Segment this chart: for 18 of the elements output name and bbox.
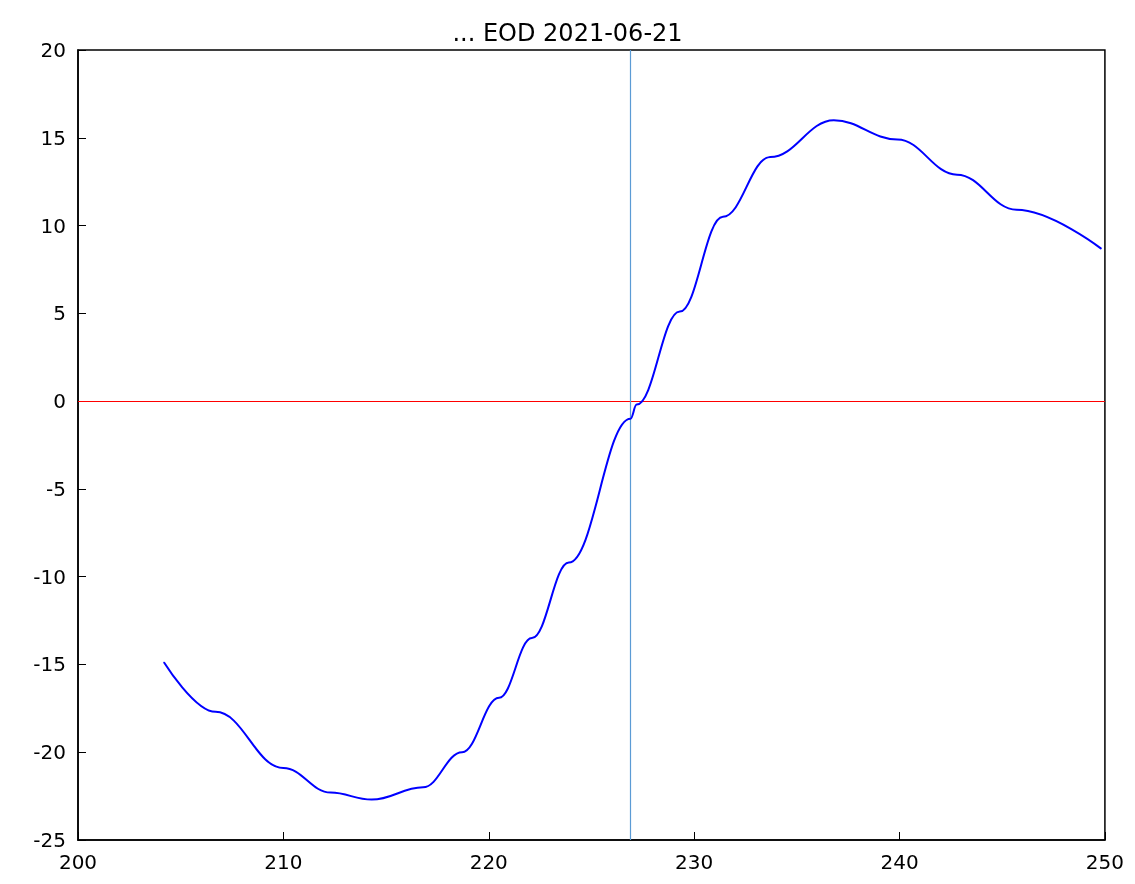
y-tick-label: 5	[53, 301, 66, 326]
y-tick-label: -5	[46, 476, 66, 501]
x-tick-label: 200	[58, 850, 98, 874]
x-tick-label: 250	[1085, 850, 1125, 874]
y-tick-label: 10	[40, 213, 66, 238]
y-tick-label: 0	[53, 389, 66, 414]
chart-title: ... EOD 2021-06-21	[452, 19, 683, 47]
y-tick-label: -10	[33, 564, 66, 589]
line-series	[163, 119, 1102, 801]
y-tick-label: -15	[33, 652, 66, 677]
x-tick-label: 220	[469, 850, 508, 874]
x-tick-label: 230	[675, 850, 714, 874]
x-tick-label: 240	[880, 850, 919, 874]
x-tick-label: 210	[264, 850, 303, 874]
y-tick-label: 20	[40, 38, 66, 62]
y-tick-label: -25	[33, 828, 66, 852]
y-tick-label: 15	[40, 125, 66, 150]
y-tick-label: -20	[33, 740, 66, 765]
